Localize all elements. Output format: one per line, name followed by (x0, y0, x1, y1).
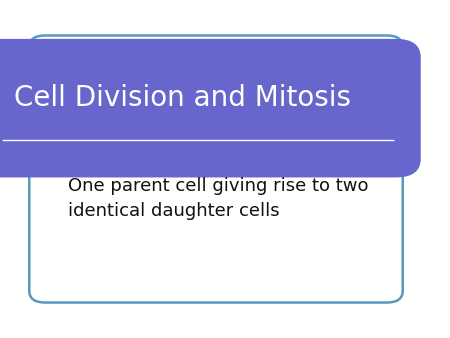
Text: One parent cell giving rise to two
identical daughter cells: One parent cell giving rise to two ident… (68, 177, 368, 220)
FancyBboxPatch shape (0, 39, 421, 177)
FancyBboxPatch shape (29, 35, 403, 303)
Text: Cell Division and Mitosis: Cell Division and Mitosis (14, 84, 351, 112)
